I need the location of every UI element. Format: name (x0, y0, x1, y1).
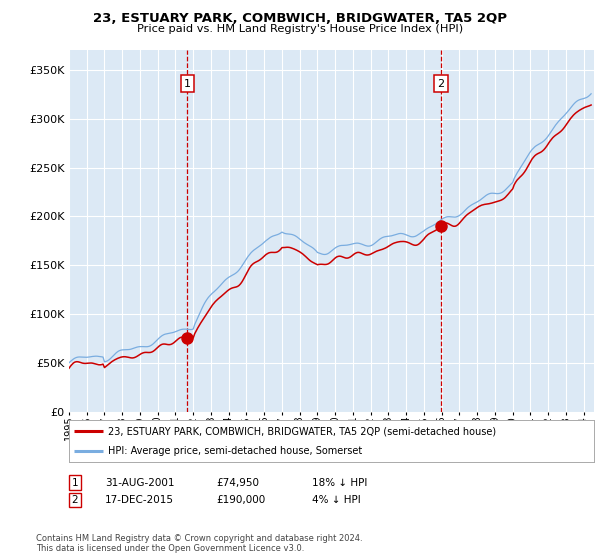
Text: 18% ↓ HPI: 18% ↓ HPI (312, 478, 367, 488)
Text: 2: 2 (437, 78, 445, 88)
Text: This data is licensed under the Open Government Licence v3.0.: This data is licensed under the Open Gov… (36, 544, 304, 553)
Text: £190,000: £190,000 (216, 495, 265, 505)
Text: 23, ESTUARY PARK, COMBWICH, BRIDGWATER, TA5 2QP (semi-detached house): 23, ESTUARY PARK, COMBWICH, BRIDGWATER, … (109, 426, 497, 436)
Text: 2: 2 (71, 495, 79, 505)
Text: £74,950: £74,950 (216, 478, 259, 488)
Text: 23, ESTUARY PARK, COMBWICH, BRIDGWATER, TA5 2QP: 23, ESTUARY PARK, COMBWICH, BRIDGWATER, … (93, 12, 507, 25)
Text: 17-DEC-2015: 17-DEC-2015 (105, 495, 174, 505)
Text: Price paid vs. HM Land Registry's House Price Index (HPI): Price paid vs. HM Land Registry's House … (137, 24, 463, 34)
Text: 1: 1 (184, 78, 191, 88)
Text: HPI: Average price, semi-detached house, Somerset: HPI: Average price, semi-detached house,… (109, 446, 362, 456)
Text: 31-AUG-2001: 31-AUG-2001 (105, 478, 175, 488)
Text: 4% ↓ HPI: 4% ↓ HPI (312, 495, 361, 505)
Text: 1: 1 (71, 478, 79, 488)
Text: Contains HM Land Registry data © Crown copyright and database right 2024.: Contains HM Land Registry data © Crown c… (36, 534, 362, 543)
